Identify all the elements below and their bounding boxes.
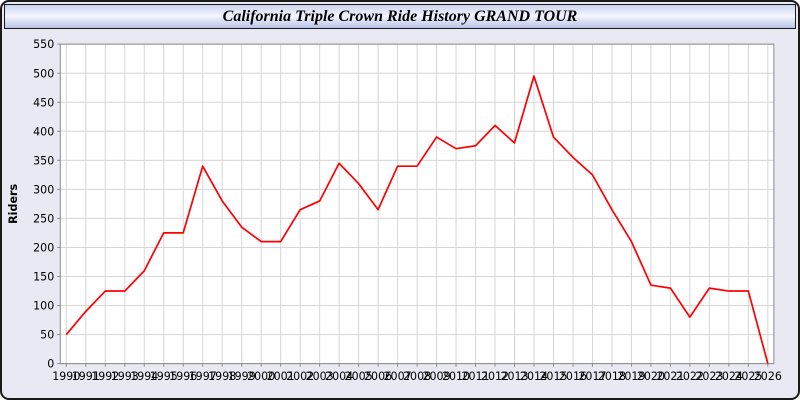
svg-text:200: 200 [33, 241, 54, 254]
svg-text:2023: 2023 [695, 370, 723, 383]
svg-text:2011: 2011 [461, 370, 489, 383]
svg-text:300: 300 [33, 183, 54, 196]
chart-plot-area: 0 50 100 150 200 250 300 350 400 450 500 550 1990 199… [4, 29, 798, 398]
svg-text:2005: 2005 [345, 370, 373, 383]
svg-text:0: 0 [47, 358, 54, 371]
svg-text:2010: 2010 [442, 370, 470, 383]
svg-text:400: 400 [33, 125, 54, 138]
svg-text:2018: 2018 [598, 370, 626, 383]
svg-text:2000: 2000 [247, 370, 275, 383]
svg-text:2015: 2015 [539, 370, 567, 383]
svg-text:2024: 2024 [715, 370, 743, 383]
svg-text:50: 50 [40, 329, 54, 342]
svg-text:150: 150 [33, 271, 54, 284]
svg-text:2007: 2007 [384, 370, 412, 383]
svg-text:1993: 1993 [111, 370, 139, 383]
svg-text:2009: 2009 [423, 370, 451, 383]
svg-text:1994: 1994 [130, 370, 158, 383]
svg-text:2002: 2002 [286, 370, 314, 383]
svg-text:1990: 1990 [52, 370, 80, 383]
svg-text:2008: 2008 [403, 370, 431, 383]
svg-text:2022: 2022 [676, 370, 704, 383]
svg-text:500: 500 [33, 67, 54, 80]
ride-history-line-chart: 0501001502002503003504004505005501990199… [7, 38, 782, 383]
svg-text:2014: 2014 [520, 370, 548, 383]
svg-text:100: 100 [33, 300, 54, 313]
svg-text:2016: 2016 [559, 370, 587, 383]
svg-text:350: 350 [33, 154, 54, 167]
svg-text:1991: 1991 [72, 370, 100, 383]
svg-text:2020: 2020 [637, 370, 665, 383]
svg-text:1998: 1998 [208, 370, 236, 383]
svg-text:2001: 2001 [267, 370, 295, 383]
svg-text:2006: 2006 [364, 370, 392, 383]
y-axis-label: Riders [7, 184, 20, 224]
svg-text:2013: 2013 [500, 370, 528, 383]
svg-text:1996: 1996 [169, 370, 197, 383]
svg-text:450: 450 [33, 96, 54, 109]
svg-text:1997: 1997 [189, 370, 217, 383]
svg-text:250: 250 [33, 212, 54, 225]
svg-text:2004: 2004 [325, 370, 353, 383]
svg-text:1992: 1992 [91, 370, 119, 383]
svg-text:550: 550 [33, 38, 54, 51]
svg-text:1995: 1995 [150, 370, 178, 383]
svg-text:2019: 2019 [617, 370, 645, 383]
svg-text:2026: 2026 [754, 370, 782, 383]
chart-title: California Triple Crown Ride History GRA… [4, 4, 796, 29]
svg-text:2012: 2012 [481, 370, 509, 383]
svg-text:1999: 1999 [228, 370, 256, 383]
svg-text:2003: 2003 [306, 370, 334, 383]
svg-text:2017: 2017 [578, 370, 606, 383]
svg-text:2025: 2025 [734, 370, 762, 383]
svg-text:2021: 2021 [656, 370, 684, 383]
